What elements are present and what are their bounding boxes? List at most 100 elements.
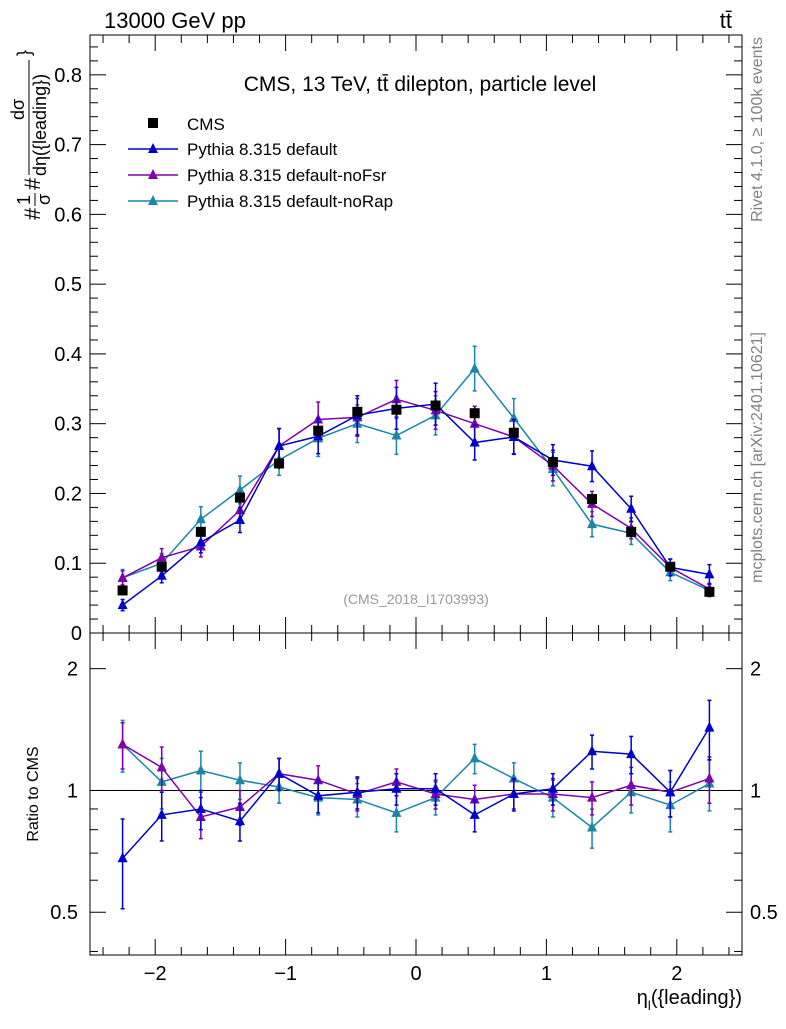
- ratio-point-nofsr: [117, 738, 128, 749]
- y-tick-label: 0.6: [54, 204, 82, 226]
- process-label: tt̄: [720, 8, 732, 33]
- ratio-y-tick-label: 0.5: [50, 902, 78, 924]
- main-point-cms: [587, 494, 598, 505]
- ratio-y-tick-label: 1: [67, 780, 78, 802]
- ylabel-hash-2: #: [20, 177, 45, 190]
- main-point-default: [274, 440, 285, 451]
- analysis-watermark: (CMS_2018_I1703993): [343, 591, 489, 607]
- x-tick-label: 0: [410, 963, 421, 985]
- ratio-point-nofsr: [626, 779, 637, 790]
- y-tick-label: 0.5: [54, 274, 82, 296]
- y-tick-label: 0.3: [54, 414, 82, 436]
- ratio-point-norap: [391, 806, 402, 817]
- ratio-point-norap: [587, 821, 598, 832]
- xlabel-rest: ({leading}): [651, 987, 742, 1009]
- legend-label-cms: CMS: [187, 115, 225, 134]
- main-point-norap: [391, 429, 402, 440]
- ratio-point-default: [195, 802, 206, 813]
- svg-text:ηl({leading}): ηl({leading}): [637, 987, 742, 1013]
- main-point-nofsr: [117, 571, 128, 582]
- y-tick-label: 0.7: [54, 135, 82, 157]
- main-point-norap: [234, 483, 245, 494]
- y-tick-label: 0: [71, 623, 82, 645]
- ratio-y-tick-label-right: 0.5: [750, 902, 778, 924]
- main-point-cms: [352, 406, 363, 417]
- main-point-default: [704, 568, 715, 579]
- ylabel-deta: dη({leading}): [30, 74, 50, 176]
- main-line-norap: [122, 367, 710, 592]
- energy-label: 13000 GeV pp: [104, 8, 246, 33]
- legend-label-default: Pythia 8.315 default: [187, 140, 338, 159]
- main-point-cms: [313, 425, 324, 436]
- ratio-point-default: [508, 788, 519, 798]
- ratio-y-tick-label: 2: [67, 659, 78, 681]
- legend-label-norap: Pythia 8.315 default-noRap: [187, 192, 393, 211]
- ratio-point-default: [665, 786, 676, 797]
- ratio-point-default: [234, 815, 245, 826]
- main-ylabel: # 1 σ # dσ dη({leading}) }: [8, 50, 54, 220]
- main-point-norap: [508, 412, 519, 423]
- main-point-default: [195, 536, 206, 547]
- main-point-cms: [117, 585, 128, 596]
- x-tick-label: −2: [144, 963, 167, 985]
- ylabel-hash-1: #: [20, 207, 45, 220]
- ratio-point-nofsr: [587, 791, 598, 802]
- main-point-cms: [626, 526, 637, 537]
- rivet-label: Rivet 4.1.0, ≥ 100k events: [749, 37, 766, 222]
- ratio-point-nofsr: [704, 772, 715, 783]
- main-point-default: [156, 569, 167, 580]
- main-point-nofsr: [156, 551, 167, 562]
- legend-marker-default: [148, 143, 158, 153]
- chart-title: CMS, 13 TeV, tt̄ dilepton, particle leve…: [244, 73, 597, 96]
- x-axis-label: ηl({leading}): [637, 987, 742, 1013]
- ratio-point-default: [313, 789, 324, 800]
- y-tick-label: 0.1: [54, 553, 82, 575]
- ratio-point-default: [547, 782, 558, 793]
- ratio-point-default: [156, 808, 167, 819]
- ratio-point-default: [274, 767, 285, 778]
- main-point-norap: [469, 362, 480, 373]
- main-point-cms: [469, 408, 480, 419]
- ratio-point-default: [626, 748, 637, 759]
- main-point-default: [469, 436, 480, 447]
- main-point-cms: [430, 400, 441, 411]
- main-line-default: [122, 403, 710, 606]
- ratio-point-default: [469, 808, 480, 819]
- y-tick-label: 0.8: [54, 65, 82, 87]
- ylabel-brace: }: [14, 50, 34, 56]
- ratio-point-nofsr: [469, 793, 480, 804]
- main-point-cms: [156, 561, 167, 572]
- ratio-point-nofsr: [313, 774, 324, 785]
- main-point-nofsr: [469, 417, 480, 428]
- main-point-cms: [274, 458, 285, 469]
- xlabel-eta: η: [637, 987, 648, 1009]
- main-point-cms: [704, 586, 715, 597]
- ratio-line-nofsr: [122, 743, 710, 818]
- main-point-cms: [195, 526, 206, 537]
- ratio-point-default: [704, 721, 715, 732]
- legend-label-nofsr: Pythia 8.315 default-noFsr: [187, 166, 387, 185]
- ratio-line-default: [122, 727, 711, 859]
- ylabel-one: 1: [14, 195, 34, 205]
- ratio-point-norap: [469, 752, 480, 763]
- ratio-point-norap: [508, 772, 519, 783]
- main-point-default: [117, 599, 128, 610]
- ratio-point-nofsr: [156, 761, 167, 772]
- main-point-default: [234, 513, 245, 524]
- y-tick-label: 0.2: [54, 483, 82, 505]
- main-point-cms: [547, 457, 558, 468]
- ratio-point-default: [430, 782, 441, 793]
- main-point-cms: [508, 427, 519, 438]
- ratio-y-tick-label-right: 2: [750, 659, 761, 681]
- ratio-point-default: [391, 782, 402, 793]
- series-layer: [117, 345, 715, 910]
- ratio-line-norap: [122, 743, 710, 829]
- ylabel-dsigma: dσ: [8, 99, 28, 120]
- ratio-point-default: [587, 745, 598, 756]
- main-point-norap: [587, 518, 598, 529]
- main-point-cms: [391, 404, 402, 415]
- ratio-y-tick-label-right: 1: [750, 780, 761, 802]
- ratio-point-default: [352, 786, 363, 797]
- x-tick-label: 1: [541, 963, 552, 985]
- main-point-default: [587, 460, 598, 471]
